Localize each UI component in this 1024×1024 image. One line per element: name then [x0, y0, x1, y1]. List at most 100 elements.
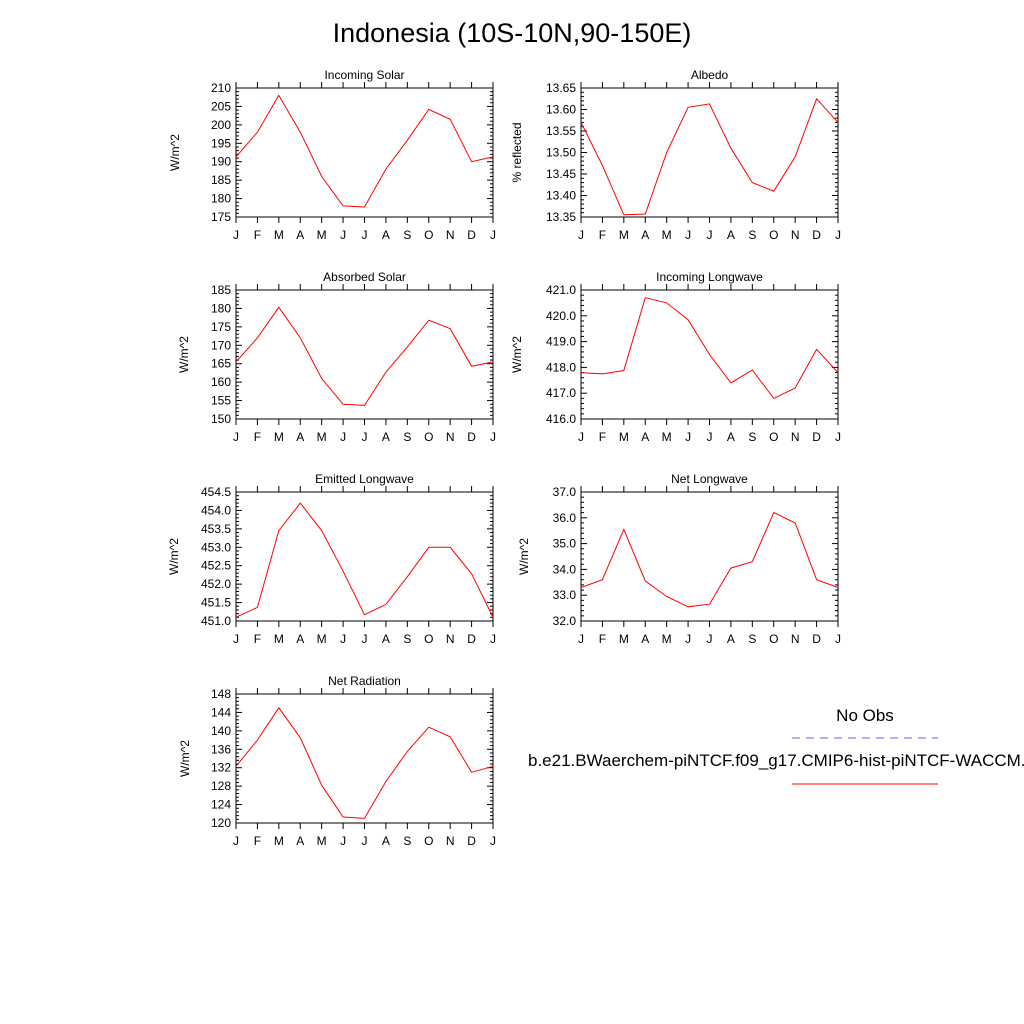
- y-tick-label: 160: [211, 375, 231, 389]
- x-tick-label: J: [233, 632, 239, 646]
- x-tick-label: O: [769, 632, 778, 646]
- page-title: Indonesia (10S-10N,90-150E): [332, 18, 692, 48]
- x-tick-label: S: [403, 430, 411, 444]
- y-tick-label: 136: [211, 742, 231, 756]
- chart-panel-5: Emitted Longwave W/m^2 451.0 451.5 452.0 452.…: [167, 472, 496, 646]
- chart-title: Absorbed Solar: [323, 270, 406, 284]
- y-axis-label: W/m^2: [167, 538, 181, 575]
- x-tick-label: J: [340, 228, 346, 242]
- legend-obs-label: No Obs: [836, 706, 894, 725]
- y-tick-label: 128: [211, 779, 231, 793]
- y-tick-label: 13.55: [546, 124, 576, 138]
- series-line: [235, 94, 494, 208]
- x-tick-label: J: [490, 430, 496, 444]
- y-tick-label: 210: [211, 81, 231, 95]
- x-tick-label: J: [490, 228, 496, 242]
- y-axis-label: W/m^2: [517, 538, 531, 575]
- y-tick-label: 13.40: [546, 189, 576, 203]
- y-axis-label: % reflected: [510, 122, 524, 182]
- series-line: [235, 502, 494, 618]
- x-tick-label: N: [446, 228, 455, 242]
- y-tick-label: 34.0: [553, 562, 577, 576]
- chart-panel-6: Net Longwave W/m^2 32.0 33.0 34.0 35.0 36.0 37.…: [517, 472, 841, 646]
- y-tick-label: 451.5: [201, 596, 231, 610]
- x-tick-label: M: [317, 834, 327, 848]
- y-tick-label: 452.5: [201, 559, 231, 573]
- y-tick-label: 421.0: [546, 283, 576, 297]
- x-tick-label: A: [296, 834, 304, 848]
- x-tick-label: A: [641, 228, 649, 242]
- y-axis-label: W/m^2: [177, 336, 191, 373]
- x-tick-label: J: [490, 834, 496, 848]
- x-tick-label: M: [317, 632, 327, 646]
- y-tick-label: 195: [211, 136, 231, 150]
- x-tick-label: A: [641, 632, 649, 646]
- x-tick-label: M: [619, 632, 629, 646]
- x-tick-label: S: [403, 228, 411, 242]
- y-tick-label: 175: [211, 320, 231, 334]
- y-tick-label: 452.0: [201, 577, 231, 591]
- y-tick-label: 36.0: [553, 511, 577, 525]
- x-tick-label: A: [296, 228, 304, 242]
- y-tick-label: 200: [211, 118, 231, 132]
- x-tick-label: M: [274, 834, 284, 848]
- x-tick-label: D: [812, 632, 821, 646]
- x-tick-label: N: [791, 228, 800, 242]
- x-tick-label: J: [578, 228, 584, 242]
- x-tick-label: M: [662, 632, 672, 646]
- x-tick-label: F: [254, 632, 261, 646]
- x-tick-label: D: [467, 228, 476, 242]
- y-tick-label: 185: [211, 173, 231, 187]
- x-tick-label: J: [707, 632, 713, 646]
- x-tick-label: O: [769, 430, 778, 444]
- x-tick-label: F: [254, 228, 261, 242]
- x-tick-label: O: [424, 632, 433, 646]
- y-tick-label: 13.45: [546, 167, 576, 181]
- y-tick-label: 132: [211, 761, 231, 775]
- y-axis-label: W/m^2: [510, 336, 524, 373]
- x-tick-label: N: [446, 632, 455, 646]
- x-tick-label: A: [382, 228, 390, 242]
- x-tick-label: J: [233, 834, 239, 848]
- y-tick-label: 35.0: [553, 537, 577, 551]
- x-tick-label: N: [446, 430, 455, 444]
- y-tick-label: 37.0: [553, 485, 577, 499]
- y-tick-label: 418.0: [546, 360, 576, 374]
- y-tick-label: 451.0: [201, 614, 231, 628]
- x-tick-label: O: [424, 228, 433, 242]
- y-tick-label: 419.0: [546, 335, 576, 349]
- y-tick-label: 33.0: [553, 588, 577, 602]
- x-tick-label: J: [362, 632, 368, 646]
- series-line: [580, 297, 839, 400]
- x-tick-label: J: [362, 834, 368, 848]
- x-tick-label: J: [707, 430, 713, 444]
- y-tick-label: 13.50: [546, 146, 576, 160]
- series-line: [580, 97, 839, 216]
- x-tick-label: M: [274, 228, 284, 242]
- chart-panel-4: Incoming Longwave W/m^2 416.0 417.0 418.0 419…: [510, 270, 841, 444]
- x-tick-label: F: [254, 834, 261, 848]
- y-tick-label: 190: [211, 155, 231, 169]
- x-tick-label: M: [619, 228, 629, 242]
- x-tick-label: J: [685, 632, 691, 646]
- y-axis-label: W/m^2: [178, 740, 192, 777]
- x-tick-label: A: [296, 430, 304, 444]
- x-tick-label: M: [274, 632, 284, 646]
- y-tick-label: 13.60: [546, 103, 576, 117]
- y-tick-label: 13.65: [546, 81, 576, 95]
- x-tick-label: D: [467, 632, 476, 646]
- x-tick-label: J: [578, 430, 584, 444]
- x-tick-label: J: [685, 228, 691, 242]
- x-tick-label: M: [662, 228, 672, 242]
- x-tick-label: F: [599, 632, 606, 646]
- x-tick-label: M: [662, 430, 672, 444]
- chart-panel-7: Net Radiation W/m^2 120 124 128 132 136 140 144 1…: [178, 674, 496, 848]
- x-tick-label: J: [233, 228, 239, 242]
- y-tick-label: 453.5: [201, 522, 231, 536]
- x-tick-label: J: [362, 228, 368, 242]
- x-tick-label: S: [403, 834, 411, 848]
- plot-frame: [235, 491, 494, 622]
- x-tick-label: N: [791, 430, 800, 444]
- series-line: [235, 706, 494, 819]
